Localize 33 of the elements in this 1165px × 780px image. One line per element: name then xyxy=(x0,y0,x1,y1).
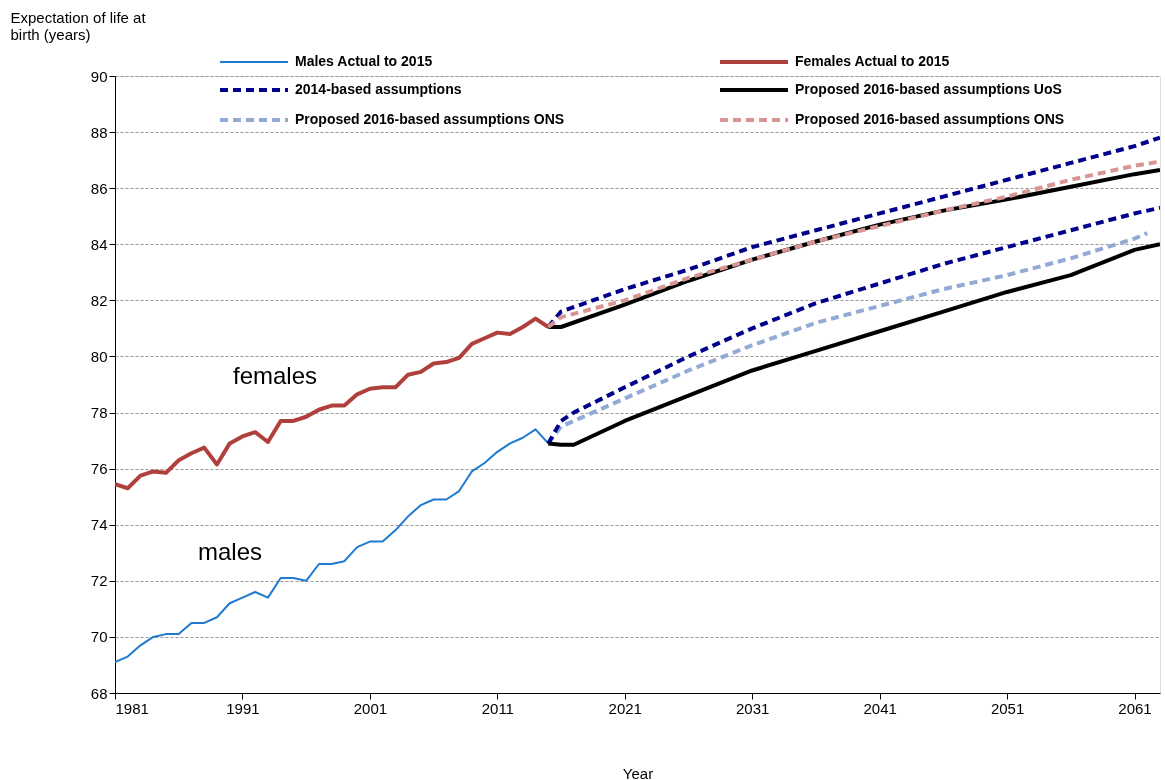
legend-label: Proposed 2016-based assumptions ONS xyxy=(295,111,565,127)
legend-label: Proposed 2016-based assumptions ONS xyxy=(795,111,1065,127)
x-tick-label: 2051 xyxy=(990,699,1025,717)
x-tick-label: 2021 xyxy=(608,699,642,717)
annotation: males xyxy=(197,538,263,565)
y-tick-label: 90 xyxy=(90,67,108,85)
legend-label: Females Actual to 2015 xyxy=(795,53,950,69)
y-tick-label: 84 xyxy=(90,235,108,253)
x-tick-label: 2011 xyxy=(481,699,514,717)
line-series xyxy=(115,428,550,664)
legend-label: Proposed 2016-based assumptions UoS xyxy=(795,81,1062,97)
y-tick-label: 76 xyxy=(90,460,108,478)
x-tick-label: 2061 xyxy=(1118,699,1152,717)
legend-label: Males Actual to 2015 xyxy=(295,53,433,69)
x-tick-label: 2031 xyxy=(736,699,770,717)
x-tick-label: 2041 xyxy=(863,699,897,717)
annotation: females xyxy=(232,362,318,389)
y-tick-label: 86 xyxy=(90,179,108,197)
y-tick-label: 72 xyxy=(90,572,108,590)
line-series xyxy=(115,316,551,491)
x-tick-label: 2001 xyxy=(353,699,388,717)
y-tick-label: 88 xyxy=(90,123,108,141)
x-axis-title: Year xyxy=(622,764,654,780)
y-tick-label: 70 xyxy=(90,628,108,646)
y-tick-label: 68 xyxy=(90,684,108,702)
y-axis-title: Expectation of life at birth (years) xyxy=(10,8,147,43)
y-tick-label: 74 xyxy=(90,516,108,534)
legend-label: 2014-based assumptions xyxy=(295,81,462,97)
x-tick-label: 1991 xyxy=(226,699,260,717)
x-tick-label: 1981 xyxy=(115,699,149,717)
y-tick-label: 78 xyxy=(90,404,108,422)
y-tick-label: 82 xyxy=(90,291,108,309)
y-tick-label: 80 xyxy=(90,347,108,365)
